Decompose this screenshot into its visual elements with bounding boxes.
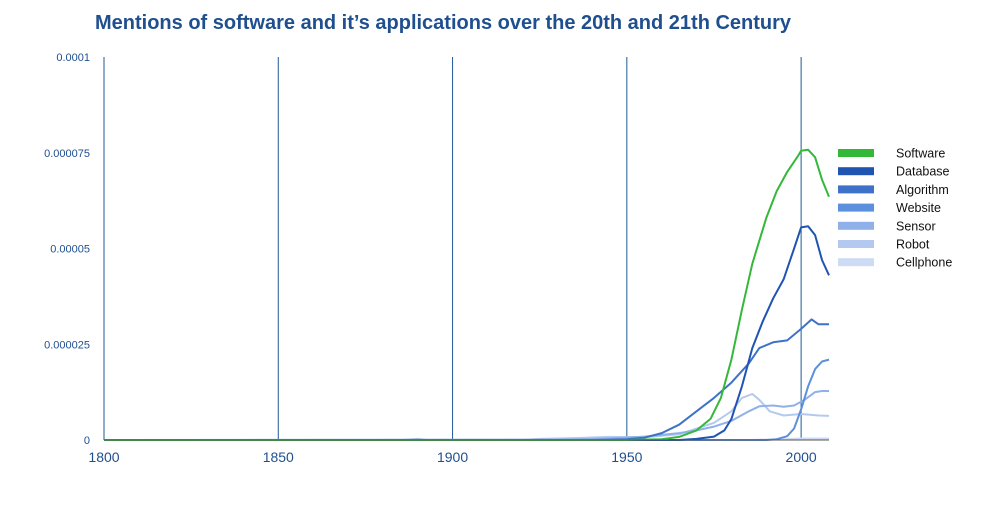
legend-swatch-software xyxy=(838,149,874,157)
legend-swatch-algorithm xyxy=(838,185,874,194)
chart-title: Mentions of software and it’s applicatio… xyxy=(95,12,792,34)
series-line-software xyxy=(104,148,830,441)
x-tick-label: 1800 xyxy=(88,449,119,465)
series-line-sensor xyxy=(103,390,829,441)
y-tick-label: 0 xyxy=(84,435,90,447)
legend-label-software: Software xyxy=(896,147,945,161)
legend-swatch-website xyxy=(838,203,874,212)
x-tick-label: 1850 xyxy=(263,449,294,465)
x-tick-label: 2000 xyxy=(786,449,817,465)
legend-label-sensor: Sensor xyxy=(896,219,936,233)
legend-label-robot: Robot xyxy=(896,238,930,252)
legend-swatch-robot xyxy=(838,240,874,248)
legend-label-cellphone: Cellphone xyxy=(896,256,952,270)
y-tick-label: 0.0001 xyxy=(56,52,90,64)
legend-label-algorithm: Algorithm xyxy=(896,183,949,197)
legend-label-website: Website xyxy=(896,201,941,215)
legend-swatch-cellphone xyxy=(838,258,874,267)
x-tick-label: 1950 xyxy=(611,449,642,465)
legend-label-database: Database xyxy=(896,165,950,179)
series-line-database xyxy=(104,225,830,441)
x-tick-label: 1900 xyxy=(437,449,468,465)
legend-swatch-sensor xyxy=(838,221,874,230)
y-tick-label: 0.000075 xyxy=(44,148,90,160)
y-tick-label: 0.00005 xyxy=(50,244,90,256)
y-tick-label: 0.000025 xyxy=(44,339,90,351)
legend-swatch-database xyxy=(838,167,874,176)
series-line-algorithm xyxy=(104,318,829,441)
